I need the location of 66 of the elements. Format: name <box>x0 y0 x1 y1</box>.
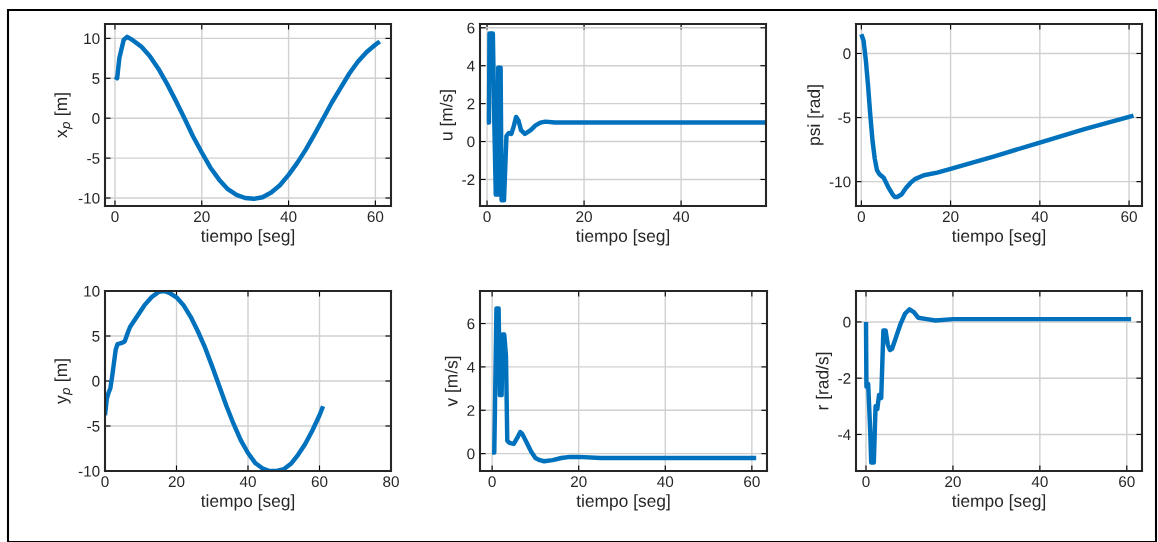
y-tick-label: -10 <box>78 465 100 477</box>
y-tick-label: -5 <box>87 153 100 164</box>
line-series <box>484 31 766 203</box>
y-tick-label: -5 <box>87 421 100 432</box>
line-series <box>863 307 1134 465</box>
x-tick-label: 60 <box>744 476 760 488</box>
x-axis-title: tiempo [seg] <box>575 229 670 246</box>
x-tick-label: 0 <box>483 211 491 223</box>
y-tick-label: 2 <box>467 98 475 110</box>
y-tick-label: 2 <box>467 405 475 416</box>
y-tick-label: -2 <box>838 373 851 384</box>
x-tick-label: 20 <box>570 476 587 488</box>
y-tick-label: -5 <box>838 112 851 124</box>
x-tick-label: 0 <box>862 476 870 488</box>
y-axis-title: x$_{p}$ [m] <box>54 93 73 138</box>
x-tick-label: 20 <box>168 476 185 488</box>
x-tick-label: 20 <box>945 476 961 488</box>
y-axis-title: psi [rad] <box>807 85 824 145</box>
x-tick-label: 60 <box>367 211 384 223</box>
y-tick-label: 0 <box>92 113 100 124</box>
x-tick-label: 80 <box>383 476 399 488</box>
y-tick-label: -10 <box>829 176 851 188</box>
x-tick-label: 40 <box>280 211 297 223</box>
x-tick-label: 20 <box>576 211 592 223</box>
y-axis-title: v [m/s] <box>444 356 462 407</box>
x-tick-label: 40 <box>1031 476 1048 488</box>
y-tick-label: 0 <box>843 316 851 328</box>
x-tick-label: 20 <box>942 211 959 223</box>
x-tick-label: 60 <box>1119 476 1135 488</box>
y-tick-label: 0 <box>467 136 475 148</box>
x-tick-label: 40 <box>672 211 689 223</box>
y-tick-label: 10 <box>84 33 100 45</box>
y-tick-label: 5 <box>92 331 100 342</box>
y-axis-title: u [m/s] <box>439 90 456 140</box>
y-tick-label: 6 <box>467 318 475 330</box>
y-tick-label: 5 <box>92 73 100 84</box>
line-series <box>859 32 1136 200</box>
x-tick-label: 0 <box>857 211 866 223</box>
y-axis-title: r [rad/s] <box>815 352 832 410</box>
y-tick-label: 0 <box>467 448 475 460</box>
x-tick-label: 60 <box>311 476 328 488</box>
y-tick-label: 4 <box>466 361 475 373</box>
y-axis-title: y$_{p}$ [m] <box>54 359 73 404</box>
y-tick-label: -10 <box>78 192 100 204</box>
x-axis-title: tiempo [seg] <box>576 494 670 511</box>
x-tick-label: 0 <box>488 476 496 488</box>
x-axis-title: tiempo [seg] <box>200 494 295 511</box>
y-tick-label: 4 <box>466 60 475 72</box>
line-series <box>112 34 382 202</box>
y-tick-label: 10 <box>84 285 100 297</box>
x-axis-title: tiempo [seg] <box>200 229 295 246</box>
y-tick-label: -2 <box>462 174 475 185</box>
x-tick-label: 60 <box>1121 211 1137 223</box>
y-tick-label: 0 <box>92 375 100 387</box>
x-tick-label: 0 <box>111 211 119 223</box>
y-tick-label: -4 <box>838 429 851 440</box>
y-tick-label: 6 <box>467 22 475 34</box>
x-axis-title: tiempo [seg] <box>951 229 1046 246</box>
line-series <box>489 306 759 464</box>
x-tick-label: 0 <box>101 476 109 488</box>
x-axis-title: tiempo [seg] <box>951 494 1046 511</box>
x-tick-label: 40 <box>657 476 674 488</box>
y-tick-label: 0 <box>843 48 851 60</box>
x-tick-label: 40 <box>239 476 256 488</box>
x-tick-label: 40 <box>1031 211 1048 223</box>
x-tick-label: 20 <box>194 211 210 223</box>
